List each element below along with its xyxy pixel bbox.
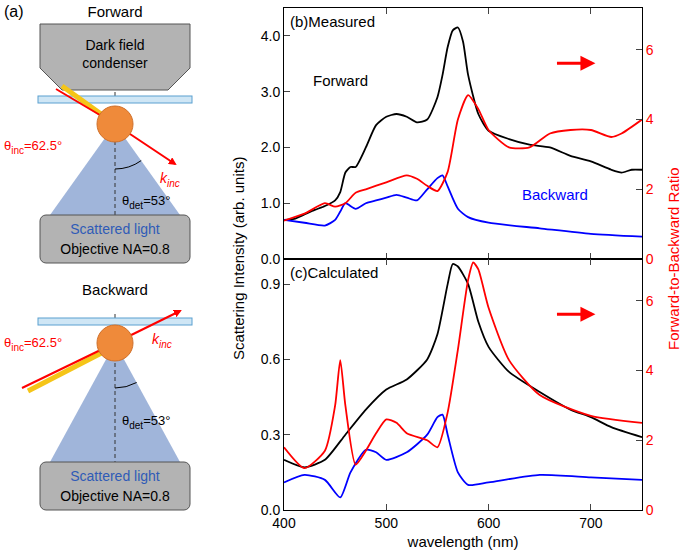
svg-text:Scattered light: Scattered light — [70, 468, 160, 484]
svg-text:2: 2 — [646, 432, 654, 448]
svg-text:θdet=53°: θdet=53° — [122, 193, 170, 211]
svg-text:6: 6 — [646, 293, 654, 309]
svg-text:0: 0 — [646, 251, 654, 267]
svg-text:2.0: 2.0 — [261, 139, 281, 155]
svg-text:Backward: Backward — [522, 186, 588, 203]
svg-text:Forward: Forward — [87, 3, 142, 20]
svg-text:θinc=62.5°: θinc=62.5° — [4, 335, 62, 353]
svg-text:Scattered light: Scattered light — [70, 221, 160, 237]
svg-text:0.0: 0.0 — [261, 502, 281, 518]
svg-text:6: 6 — [646, 42, 654, 58]
svg-text:Forward-to-Backward Ratio: Forward-to-Backward Ratio — [665, 167, 682, 350]
svg-text:1.0: 1.0 — [261, 195, 281, 211]
svg-text:θdet=53°: θdet=53° — [122, 413, 170, 431]
svg-text:2: 2 — [646, 181, 654, 197]
svg-text:4: 4 — [646, 362, 654, 378]
svg-text:0.6: 0.6 — [261, 351, 281, 367]
svg-text:3.0: 3.0 — [261, 84, 281, 100]
svg-text:400: 400 — [272, 515, 296, 531]
svg-text:θinc=62.5°: θinc=62.5° — [4, 138, 62, 156]
svg-text:Objective NA=0.8: Objective NA=0.8 — [60, 488, 170, 504]
svg-text:Objective NA=0.8: Objective NA=0.8 — [60, 241, 170, 257]
svg-text:0: 0 — [646, 502, 654, 518]
svg-text:4.0: 4.0 — [261, 28, 281, 44]
svg-text:Forward: Forward — [313, 72, 368, 89]
svg-text:500: 500 — [375, 515, 399, 531]
svg-text:condenser: condenser — [82, 55, 148, 71]
svg-text:kinc: kinc — [160, 170, 180, 189]
svg-text:(c)Calculated: (c)Calculated — [290, 264, 378, 281]
svg-text:kinc: kinc — [152, 331, 172, 350]
svg-text:0.0: 0.0 — [261, 251, 281, 267]
svg-text:wavelength (nm): wavelength (nm) — [407, 533, 519, 550]
svg-text:4: 4 — [646, 111, 654, 127]
svg-text:0.3: 0.3 — [261, 427, 281, 443]
svg-text:(b)Measured: (b)Measured — [290, 13, 375, 30]
svg-text:600: 600 — [477, 515, 501, 531]
svg-text:Scattering Intensity (arb. uni: Scattering Intensity (arb. units) — [230, 157, 247, 360]
svg-text:Dark field: Dark field — [85, 37, 144, 53]
svg-text:(a): (a) — [4, 3, 24, 20]
svg-text:700: 700 — [579, 515, 603, 531]
svg-text:0.9: 0.9 — [261, 276, 281, 292]
svg-text:Backward: Backward — [82, 281, 148, 298]
